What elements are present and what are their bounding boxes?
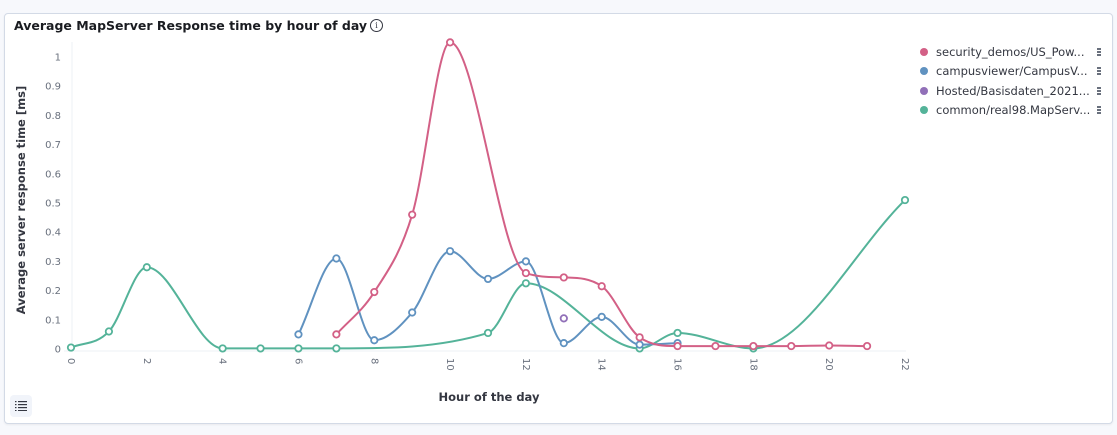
- y-tick-label: 0.4: [45, 228, 61, 239]
- y-tick-label: 0.8: [45, 111, 61, 122]
- legend-item[interactable]: security_demos/US_Pow...: [920, 42, 1105, 62]
- data-point[interactable]: [673, 341, 682, 351]
- data-point[interactable]: [559, 314, 568, 323]
- data-point[interactable]: [104, 327, 114, 336]
- data-point[interactable]: [521, 257, 531, 266]
- legend-options-icon[interactable]: [1097, 106, 1101, 115]
- data-point[interactable]: [597, 312, 606, 321]
- legend-item[interactable]: Hosted/Basisdaten_2021...: [920, 81, 1105, 101]
- legend-item[interactable]: campusviewer/CampusV...: [920, 62, 1105, 82]
- legend-options-icon[interactable]: [1097, 67, 1101, 76]
- data-point[interactable]: [483, 274, 493, 284]
- data-point[interactable]: [635, 333, 644, 342]
- data-point[interactable]: [711, 341, 720, 351]
- x-tick-label: 16: [672, 358, 683, 371]
- data-point[interactable]: [218, 344, 227, 353]
- x-tick-label: 12: [520, 358, 531, 371]
- y-tick-label: 0.9: [45, 82, 61, 93]
- x-tick-label: 2: [141, 358, 152, 364]
- data-point[interactable]: [862, 341, 872, 351]
- legend-options-icon[interactable]: [1097, 47, 1101, 56]
- x-tick-label: 20: [823, 358, 834, 371]
- data-point[interactable]: [483, 328, 493, 338]
- data-point[interactable]: [900, 195, 910, 205]
- data-point[interactable]: [673, 328, 682, 338]
- y-tick-label: 0.2: [45, 286, 61, 297]
- x-tick-label: 4: [217, 358, 228, 364]
- data-point[interactable]: [559, 339, 568, 348]
- legend-toggle-button[interactable]: [10, 395, 32, 417]
- x-tick-label: 18: [747, 358, 758, 371]
- x-tick-label: 10: [444, 358, 455, 371]
- y-tick-label: 0.6: [45, 169, 61, 180]
- chart-panel: Average MapServer Response time by hour …: [4, 13, 1113, 424]
- data-point[interactable]: [332, 344, 341, 353]
- series-line[interactable]: [294, 247, 682, 349]
- x-tick-label: 22: [899, 358, 910, 371]
- data-point[interactable]: [294, 344, 303, 353]
- legend-label: security_demos/US_Pow...: [936, 44, 1085, 59]
- data-point[interactable]: [597, 282, 606, 291]
- x-tick-label: 0: [65, 358, 76, 364]
- legend-color-dot: [920, 47, 928, 56]
- y-tick-label: 0.5: [45, 199, 61, 210]
- data-point[interactable]: [332, 254, 341, 263]
- list-icon: [15, 401, 27, 411]
- x-tick-label: 6: [292, 358, 303, 364]
- series-line[interactable]: [66, 195, 910, 353]
- legend-color-dot: [920, 106, 928, 115]
- legend-label: Hosted/Basisdaten_2021...: [936, 83, 1090, 98]
- chart-legend: security_demos/US_Pow... campusviewer/Ca…: [920, 42, 1105, 120]
- legend-color-dot: [920, 86, 928, 95]
- legend-options-icon[interactable]: [1097, 86, 1101, 95]
- data-point[interactable]: [749, 341, 758, 351]
- series-line[interactable]: [559, 314, 568, 323]
- data-point[interactable]: [559, 273, 568, 282]
- data-point[interactable]: [635, 340, 644, 349]
- series-line[interactable]: [332, 38, 872, 351]
- chart-series: [66, 38, 910, 353]
- y-tick-label: 1: [55, 53, 61, 64]
- data-point[interactable]: [256, 344, 265, 353]
- legend-item[interactable]: common/real98.MapServ...: [920, 101, 1105, 121]
- info-icon[interactable]: i: [370, 19, 384, 32]
- data-point[interactable]: [521, 279, 531, 288]
- legend-label: common/real98.MapServ...: [936, 103, 1091, 118]
- data-point[interactable]: [294, 330, 303, 339]
- data-point[interactable]: [408, 308, 417, 317]
- data-point[interactable]: [445, 38, 455, 47]
- data-point[interactable]: [445, 247, 455, 256]
- y-axis-title: Average server response time [ms]: [14, 86, 28, 314]
- data-point[interactable]: [408, 210, 417, 219]
- y-tick-label: 0: [55, 345, 61, 356]
- data-point[interactable]: [66, 343, 76, 352]
- panel-title-text: Average MapServer Response time by hour …: [14, 18, 368, 33]
- x-tick-label: 14: [596, 358, 607, 371]
- panel-title: Average MapServer Response time by hour …: [14, 18, 384, 33]
- data-point[interactable]: [521, 268, 531, 278]
- y-tick-label: 0.7: [45, 140, 61, 151]
- chart-axes: 00.10.20.30.40.50.60.70.80.910 2 4 6 8 10 12 14…: [14, 42, 910, 404]
- y-tick-label: 0.3: [45, 257, 61, 268]
- legend-color-dot: [920, 67, 928, 76]
- x-axis-title: Hour of the day: [439, 390, 540, 404]
- data-point[interactable]: [142, 263, 151, 272]
- legend-label: campusviewer/CampusV...: [936, 64, 1088, 79]
- data-point[interactable]: [370, 287, 379, 297]
- x-tick-label: 8: [368, 358, 379, 364]
- data-point[interactable]: [332, 330, 341, 339]
- data-point[interactable]: [370, 336, 379, 345]
- data-point[interactable]: [825, 341, 834, 350]
- data-point[interactable]: [787, 341, 796, 351]
- y-tick-label: 0.1: [45, 315, 61, 326]
